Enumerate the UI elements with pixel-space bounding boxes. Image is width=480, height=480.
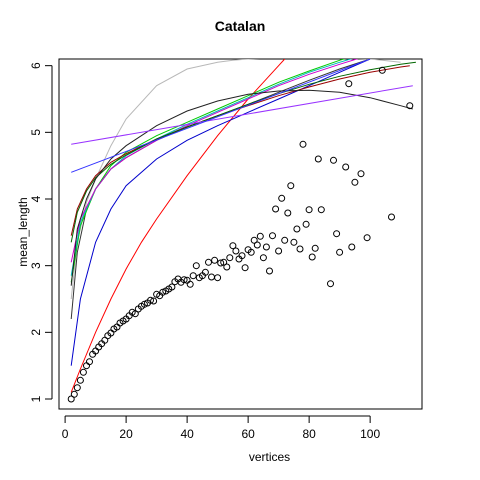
data-point bbox=[220, 258, 228, 266]
y-tick-label: 1 bbox=[29, 395, 43, 402]
data-point bbox=[159, 288, 167, 296]
data-point bbox=[330, 156, 337, 164]
data-point bbox=[241, 264, 249, 272]
data-point bbox=[232, 247, 240, 255]
x-tick-label: 20 bbox=[119, 427, 133, 441]
data-point bbox=[311, 244, 319, 252]
data-point bbox=[140, 300, 148, 308]
y-tick-label: 3 bbox=[29, 262, 43, 269]
data-point bbox=[168, 283, 176, 291]
data-point bbox=[229, 242, 237, 250]
data-point bbox=[290, 238, 298, 246]
data-point bbox=[269, 232, 276, 240]
fit-curve-8 bbox=[70, 65, 410, 236]
data-point bbox=[147, 296, 154, 304]
data-point bbox=[217, 259, 225, 267]
data-point bbox=[150, 297, 158, 305]
data-points bbox=[67, 66, 414, 403]
data-point bbox=[317, 206, 325, 214]
data-point bbox=[238, 252, 246, 260]
fit-curve-12 bbox=[71, 59, 371, 173]
data-point bbox=[378, 66, 386, 74]
data-point bbox=[348, 243, 356, 251]
data-point bbox=[67, 395, 75, 403]
data-point bbox=[86, 358, 93, 366]
data-point bbox=[256, 232, 264, 240]
data-point bbox=[278, 194, 286, 202]
fit-curve-4 bbox=[70, 59, 401, 300]
fit-curve-2 bbox=[70, 59, 371, 366]
data-point bbox=[201, 268, 209, 276]
data-point bbox=[351, 178, 359, 186]
y-tick-label: 5 bbox=[29, 129, 43, 136]
data-point bbox=[336, 248, 344, 256]
data-point bbox=[327, 280, 334, 288]
x-tick-label: 100 bbox=[360, 427, 380, 441]
data-point bbox=[287, 182, 295, 190]
x-axis-label: vertices bbox=[248, 450, 291, 464]
x-tick-label: 60 bbox=[241, 427, 255, 441]
data-point bbox=[388, 213, 395, 221]
data-point bbox=[406, 102, 414, 110]
y-tick-label: 2 bbox=[29, 329, 43, 336]
data-point bbox=[83, 362, 90, 370]
data-point bbox=[259, 254, 267, 262]
fit-curve-7 bbox=[70, 59, 359, 263]
data-point bbox=[342, 163, 350, 171]
data-point bbox=[272, 205, 280, 213]
data-point bbox=[275, 247, 283, 255]
data-point bbox=[266, 267, 273, 275]
data-point bbox=[314, 155, 322, 163]
axes: 0 20 40 60 80 100 1 2 3 4 5 6 bbox=[29, 62, 380, 441]
x-tick-label: 80 bbox=[302, 427, 316, 441]
data-point bbox=[73, 384, 81, 392]
x-tick-label: 0 bbox=[62, 427, 69, 441]
fit-curve-11 bbox=[71, 85, 413, 145]
chart-title: Catalan bbox=[214, 18, 266, 34]
data-point bbox=[363, 234, 371, 242]
data-point bbox=[308, 253, 316, 261]
data-point bbox=[192, 262, 200, 270]
data-point bbox=[305, 206, 313, 214]
data-point bbox=[357, 170, 365, 178]
data-point bbox=[281, 236, 289, 244]
data-point bbox=[293, 225, 301, 233]
data-point bbox=[262, 243, 270, 251]
data-point bbox=[345, 80, 353, 88]
data-point bbox=[299, 140, 307, 148]
y-tick-label: 6 bbox=[29, 62, 43, 69]
data-point bbox=[186, 280, 194, 288]
data-point bbox=[214, 274, 222, 282]
data-point bbox=[253, 241, 261, 249]
data-point bbox=[250, 236, 258, 244]
y-tick-label: 4 bbox=[29, 195, 43, 202]
fitted-curves bbox=[70, 59, 416, 393]
data-point bbox=[302, 220, 310, 228]
data-point bbox=[205, 258, 212, 266]
data-point bbox=[189, 272, 197, 280]
data-point bbox=[79, 368, 87, 376]
data-point bbox=[180, 276, 188, 284]
data-point bbox=[211, 256, 219, 264]
data-point bbox=[333, 230, 341, 238]
data-point bbox=[223, 263, 231, 271]
data-point bbox=[247, 248, 255, 256]
data-point bbox=[226, 254, 234, 262]
data-point bbox=[76, 376, 84, 384]
data-point bbox=[70, 390, 78, 398]
data-point bbox=[284, 209, 292, 217]
data-point bbox=[208, 273, 215, 281]
fit-curve-10 bbox=[70, 89, 413, 286]
fit-curve-3 bbox=[70, 59, 371, 320]
plot-frame bbox=[58, 58, 423, 410]
data-point bbox=[296, 245, 304, 253]
x-tick-label: 40 bbox=[180, 427, 194, 441]
